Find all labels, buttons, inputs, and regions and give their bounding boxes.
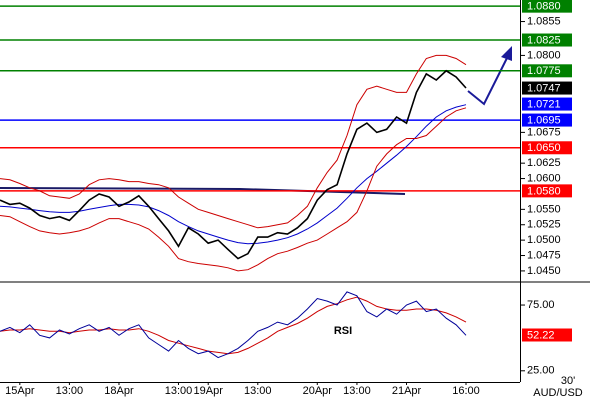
level-label: 1.0695 bbox=[527, 114, 561, 126]
level-box bbox=[522, 81, 572, 95]
y-tick-label: 1.0450 bbox=[527, 265, 561, 277]
level-box bbox=[522, 184, 572, 198]
series-line bbox=[0, 54, 467, 229]
symbol: AUD/USD bbox=[533, 387, 583, 399]
series-line bbox=[0, 69, 467, 260]
series-line bbox=[0, 104, 467, 245]
x-tick-label: 20Apr bbox=[303, 385, 333, 397]
y-tick-label: 1.0500 bbox=[527, 234, 561, 246]
series-line bbox=[0, 107, 467, 272]
y-tick-label: 1.0855 bbox=[527, 15, 561, 27]
level-box bbox=[522, 141, 572, 155]
level-label: 1.0825 bbox=[527, 34, 561, 46]
x-tick-label: 13:00 bbox=[165, 385, 193, 397]
series-line bbox=[0, 296, 467, 355]
x-tick-label: 21Apr bbox=[392, 385, 422, 397]
level-box bbox=[522, 64, 572, 78]
level-box bbox=[522, 0, 572, 13]
level-box bbox=[522, 33, 572, 47]
x-tick-label: 18Apr bbox=[104, 385, 134, 397]
level-label: 1.0880 bbox=[527, 1, 561, 13]
arrow-head bbox=[501, 46, 512, 61]
level-box bbox=[522, 328, 572, 342]
y-tick-label: 1.0675 bbox=[527, 126, 561, 138]
y-tick-label: 1.0600 bbox=[527, 172, 561, 184]
level-label: 52.22 bbox=[527, 329, 555, 341]
series-line bbox=[0, 291, 467, 359]
y-tick-label: 25.00 bbox=[527, 365, 555, 377]
y-tick-label: 1.0475 bbox=[527, 249, 561, 261]
level-label: 1.0747 bbox=[527, 82, 561, 94]
x-tick-label: 13:00 bbox=[343, 385, 371, 397]
annotation: RSI bbox=[334, 325, 352, 337]
level-label: 1.0721 bbox=[527, 98, 561, 110]
level-box bbox=[522, 113, 572, 127]
x-tick-label: 19Apr bbox=[194, 385, 224, 397]
y-tick-label: 1.0800 bbox=[527, 49, 561, 61]
x-tick-label: 16:00 bbox=[452, 385, 480, 397]
level-label: 1.0650 bbox=[527, 142, 561, 154]
y-tick-label: 1.0525 bbox=[527, 219, 561, 231]
x-tick-label: 15Apr bbox=[5, 385, 35, 397]
x-tick-label: 13:00 bbox=[56, 385, 84, 397]
level-label: 1.0775 bbox=[527, 65, 561, 77]
y-tick-label: 1.0625 bbox=[527, 157, 561, 169]
level-label: 1.0580 bbox=[527, 185, 561, 197]
level-box bbox=[522, 97, 572, 111]
forecast-arrow bbox=[467, 55, 509, 106]
y-tick-label: 1.0550 bbox=[527, 203, 561, 215]
y-tick-label: 75.00 bbox=[527, 299, 555, 311]
support-line bbox=[0, 187, 406, 195]
x-tick-label: 13:00 bbox=[244, 385, 272, 397]
timeframe: 30' bbox=[561, 375, 575, 387]
